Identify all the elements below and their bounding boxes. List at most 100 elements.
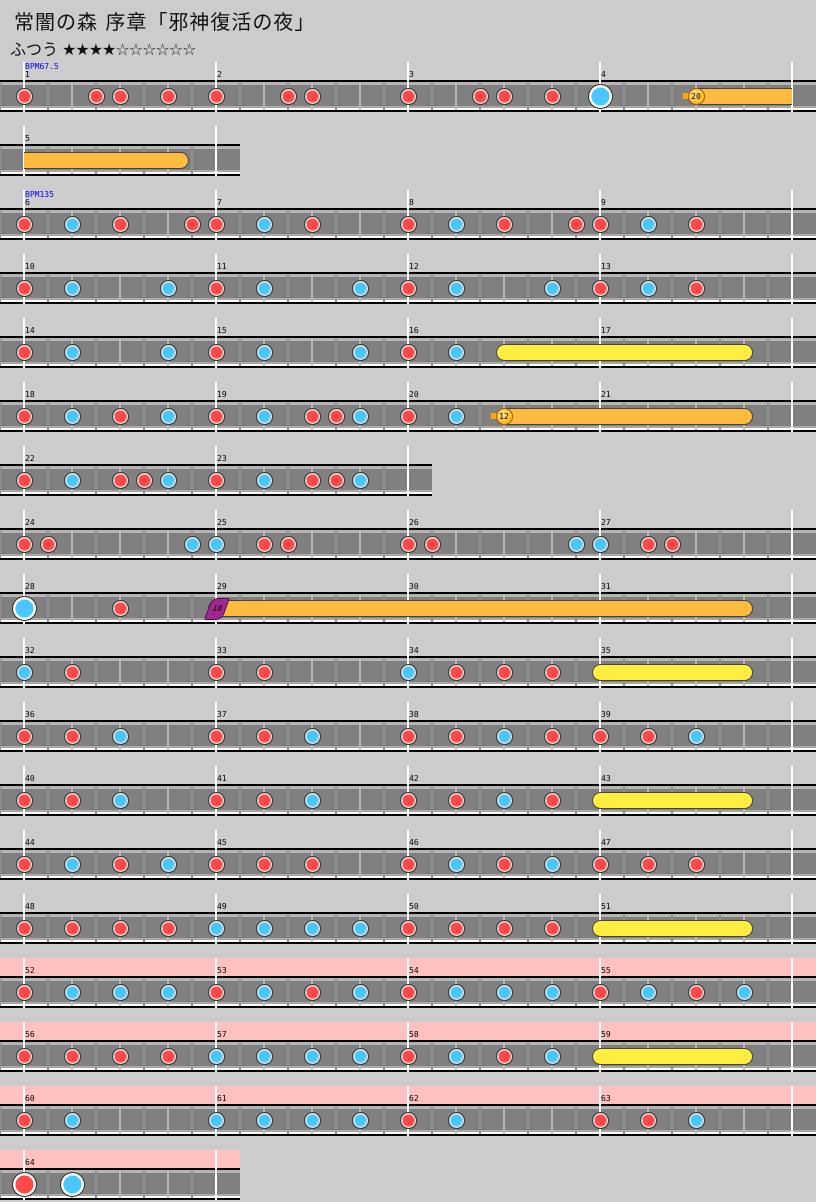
measure-number: 45 (217, 838, 227, 847)
subdivision-line (167, 594, 169, 622)
kusudama-body (207, 599, 753, 617)
subdivision-line (47, 978, 49, 1006)
don-note (111, 1047, 129, 1065)
barline (215, 318, 217, 368)
barline (599, 318, 601, 368)
subdivision-line (191, 466, 193, 494)
ka-note (399, 663, 417, 681)
subdivision-line (575, 850, 577, 878)
don-note (111, 215, 129, 233)
subdivision-line (767, 338, 769, 366)
subdivision-line (191, 786, 193, 814)
ka-note (495, 791, 513, 809)
subdivision-line (167, 786, 169, 814)
measure-number: 47 (601, 838, 611, 847)
subdivision-line (191, 1042, 193, 1070)
chart-row: 32 33 34 35 (0, 638, 816, 690)
subdivision-line (167, 530, 169, 558)
barline (215, 1022, 217, 1072)
don-note (111, 855, 129, 873)
subdivision-line (191, 658, 193, 686)
subdivision-line (47, 1106, 49, 1134)
ka-note (303, 1047, 321, 1065)
measure-number: 43 (601, 774, 611, 783)
measure-number: 49 (217, 902, 227, 911)
ka-note (63, 855, 81, 873)
measure-number: 61 (217, 1094, 227, 1103)
ka-note (63, 1111, 81, 1129)
subdivision-line (431, 274, 433, 302)
barline (215, 510, 217, 560)
subdivision-line (0, 466, 1, 494)
barline (23, 190, 25, 240)
big-ka-note (587, 83, 613, 109)
barline (407, 766, 409, 816)
subdivision-line (47, 1042, 49, 1070)
subdivision-line (143, 1106, 145, 1134)
ka-note (207, 535, 225, 553)
measure-number: 23 (217, 454, 227, 463)
subdivision-line (383, 722, 385, 750)
subdivision-line (311, 530, 313, 558)
ka-note (255, 215, 273, 233)
ka-note (159, 343, 177, 361)
subdivision-line (479, 402, 481, 430)
don-note (15, 535, 33, 553)
subdivision-line (143, 82, 145, 110)
ka-note (111, 983, 129, 1001)
subdivision-line (479, 1042, 481, 1070)
don-note (399, 919, 417, 937)
subdivision-line (671, 274, 673, 302)
don-note (111, 599, 129, 617)
measure-number: 42 (409, 774, 419, 783)
don-note (63, 1047, 81, 1065)
subdivision-line (239, 466, 241, 494)
measure-number: 2 (217, 70, 222, 79)
don-note (159, 1047, 177, 1065)
subdivision-line (47, 658, 49, 686)
ka-note (639, 279, 657, 297)
subdivision-line (431, 338, 433, 366)
don-note (639, 1111, 657, 1129)
ka-note (495, 983, 513, 1001)
subdivision-line (335, 786, 337, 814)
ka-note (303, 791, 321, 809)
subdivision-line (671, 978, 673, 1006)
subdivision-line (359, 658, 361, 686)
don-note (495, 215, 513, 233)
balloon-body (24, 151, 189, 169)
subdivision-line (191, 978, 193, 1006)
difficulty: ふつう ★★★★☆☆☆☆☆☆ (10, 36, 196, 60)
subdivision-line (95, 658, 97, 686)
don-note (639, 855, 657, 873)
subdivision-line (143, 274, 145, 302)
barline (215, 894, 217, 944)
don-note (495, 919, 513, 937)
subdivision-line (383, 530, 385, 558)
measure-number: 34 (409, 646, 419, 655)
chart-row: 36 37 38 39 (0, 702, 816, 754)
measure-number: 16 (409, 326, 419, 335)
subdivision-line (143, 978, 145, 1006)
don-note (687, 855, 705, 873)
barline (215, 1150, 217, 1200)
subdivision-line (671, 82, 673, 110)
ka-note (63, 343, 81, 361)
ka-note (351, 983, 369, 1001)
measure-number: 31 (601, 582, 611, 591)
don-note (495, 1047, 513, 1065)
subdivision-line (287, 1042, 289, 1070)
ka-note (495, 727, 513, 745)
don-note (447, 727, 465, 745)
don-note (39, 535, 57, 553)
subdivision-line (431, 1042, 433, 1070)
barline (791, 574, 793, 624)
subdivision-line (335, 530, 337, 558)
don-note (543, 87, 561, 105)
star-filled-icon: ★ (102, 40, 116, 59)
star-empty-icon: ☆ (128, 40, 143, 59)
measure-number: 40 (25, 774, 35, 783)
subdivision-line (743, 210, 745, 238)
don-note (63, 919, 81, 937)
subdivision-line (47, 914, 49, 942)
